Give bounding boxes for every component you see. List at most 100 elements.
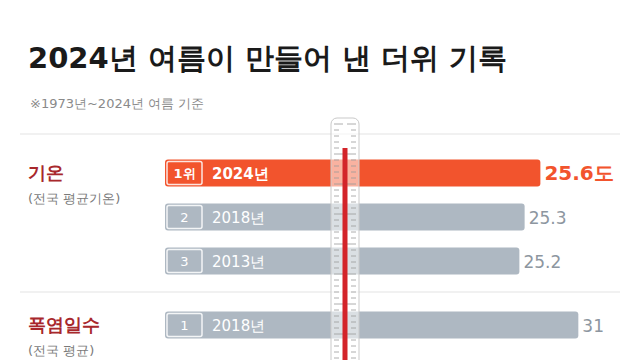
thermo-tick <box>351 340 356 341</box>
rank-label: 2 <box>180 210 188 225</box>
thermo-tick <box>351 268 356 269</box>
chart-svg: 2024년 여름이 만들어 낸 더위 기록※1973년~2024년 여름 기준기… <box>0 0 640 360</box>
thermo-tick <box>347 334 356 335</box>
data-label: 25.3 <box>529 208 567 228</box>
thermo-tick <box>351 328 356 329</box>
thermo-tick <box>351 220 356 221</box>
thermo-tick <box>351 196 356 197</box>
thermo-tick <box>334 244 343 245</box>
thermometer <box>331 118 359 360</box>
thermo-tick <box>351 316 356 317</box>
thermo-tick <box>334 124 343 125</box>
data-label: 31 <box>582 316 604 336</box>
thermo-tick <box>334 280 339 281</box>
thermo-tick <box>347 244 356 245</box>
thermo-tick <box>351 226 356 227</box>
thermo-tick <box>334 172 339 173</box>
thermo-tick <box>351 280 356 281</box>
labels: 1위2024년25.6도22018년25.332013년25.2 <box>167 161 614 273</box>
bar <box>165 312 578 339</box>
thermo-tick <box>351 310 356 311</box>
thermo-tick <box>334 340 339 341</box>
thermo-tick <box>334 190 339 191</box>
thermo-tick <box>334 286 339 287</box>
thermo-tick <box>351 202 356 203</box>
thermo-tick <box>351 190 356 191</box>
thermo-tick <box>334 352 339 353</box>
category-label: 2024년 <box>212 165 269 183</box>
thermo-tick <box>334 298 339 299</box>
thermo-tube <box>331 118 359 360</box>
bars <box>165 312 578 339</box>
thermo-tick <box>351 298 356 299</box>
thermo-tick <box>351 352 356 353</box>
thermo-tick <box>334 358 339 359</box>
thermo-tick <box>334 322 339 323</box>
thermo-tick <box>351 136 356 137</box>
category-label: 2018년 <box>212 209 265 227</box>
thermo-tick <box>334 226 339 227</box>
thermo-tick <box>351 262 356 263</box>
thermo-tick <box>347 154 356 155</box>
thermo-tick <box>334 178 339 179</box>
thermo-tick <box>347 184 356 185</box>
rank-label: 1 <box>180 318 188 333</box>
thermo-tick <box>334 202 339 203</box>
chart-root: 2024년 여름이 만들어 낸 더위 기록※1973년~2024년 여름 기준기… <box>0 0 640 360</box>
thermo-tick <box>334 292 339 293</box>
thermo-tick <box>347 124 356 125</box>
thermo-tick <box>334 196 339 197</box>
rank-label: 1위 <box>173 166 195 181</box>
thermo-tick <box>334 148 339 149</box>
thermo-tick <box>334 166 339 167</box>
thermo-tick <box>334 130 339 131</box>
thermo-tick <box>351 238 356 239</box>
thermo-tick <box>334 208 339 209</box>
thermo-tick <box>334 304 343 305</box>
rank-box <box>167 314 202 337</box>
divider <box>20 292 620 293</box>
thermo-tick <box>351 208 356 209</box>
thermo-tick <box>351 178 356 179</box>
thermo-tick <box>334 310 339 311</box>
thermo-tick <box>334 262 339 263</box>
thermo-tick <box>334 184 343 185</box>
thermo-tick <box>351 142 356 143</box>
thermo-tick <box>351 322 356 323</box>
section-subtitle: (전국 평균기온) <box>28 191 120 206</box>
labels: 1 2018년 31 <box>167 314 604 337</box>
thermo-tick <box>351 232 356 233</box>
thermo-tick <box>351 286 356 287</box>
thermo-tick <box>347 274 356 275</box>
thermo-tick <box>334 136 339 137</box>
thermo-mercury <box>343 148 348 360</box>
category-label: 2018년 <box>212 317 265 335</box>
thermo-tick <box>334 250 339 251</box>
chart-panel: 폭염일수 (전국 평균) 1 2018년 31 <box>20 292 620 358</box>
chart-panel: 기온(전국 평균기온)1위2024년25.6도22018년25.332013년2… <box>20 134 620 275</box>
thermo-tick <box>334 142 339 143</box>
section-subtitle: (전국 평균) <box>28 343 94 358</box>
thermo-tick <box>334 214 343 215</box>
thermo-tick <box>334 268 339 269</box>
thermo-tick <box>334 328 339 329</box>
rank-label: 3 <box>180 254 188 269</box>
thermo-tick <box>351 172 356 173</box>
section-title: 폭염일수 <box>28 314 100 335</box>
thermo-tick <box>334 346 339 347</box>
thermo-tick <box>334 232 339 233</box>
thermo-tick <box>347 214 356 215</box>
thermo-tick <box>351 358 356 359</box>
thermo-tick <box>351 130 356 131</box>
thermo-tick <box>334 238 339 239</box>
section-title: 기온 <box>28 162 64 183</box>
rank-box <box>167 206 202 229</box>
data-label: 25.6도 <box>544 161 613 185</box>
rank-box <box>167 162 202 185</box>
thermo-tick <box>334 274 343 275</box>
note: ※1973년~2024년 여름 기준 <box>30 96 204 111</box>
thermo-tick <box>351 346 356 347</box>
thermo-tick <box>334 334 343 335</box>
divider <box>20 134 620 135</box>
thermo-tick <box>334 256 339 257</box>
